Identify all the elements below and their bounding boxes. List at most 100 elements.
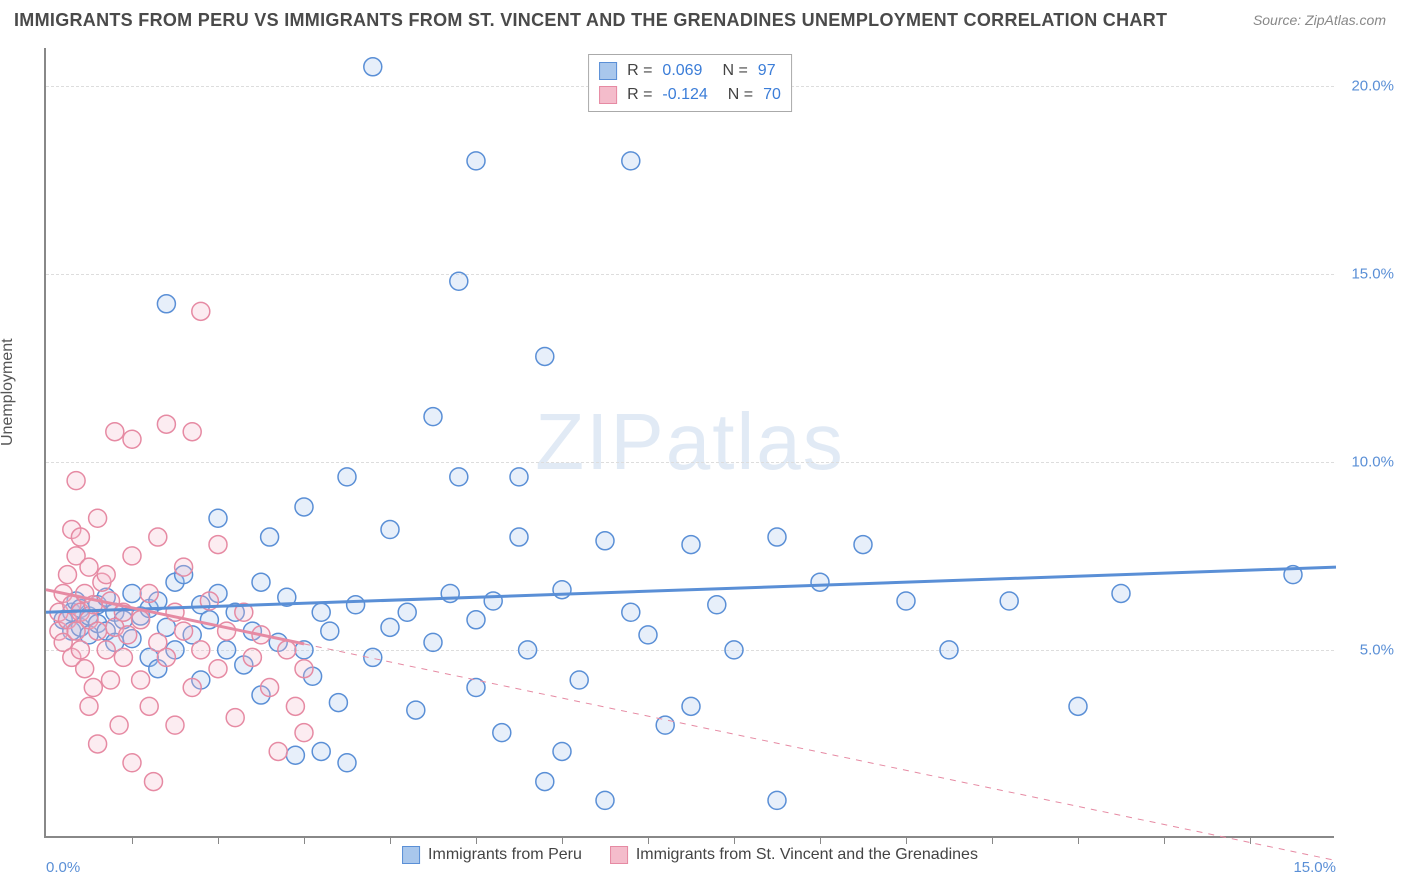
data-point bbox=[493, 724, 511, 742]
data-point bbox=[119, 626, 137, 644]
n-label: N = bbox=[722, 59, 747, 83]
x-tick bbox=[648, 836, 649, 844]
legend-stats-box: R =0.069N =97R =-0.124N =70 bbox=[588, 54, 792, 112]
x-tick bbox=[820, 836, 821, 844]
x-tick bbox=[1078, 836, 1079, 844]
data-point bbox=[407, 701, 425, 719]
r-label: R = bbox=[627, 59, 652, 83]
data-point bbox=[140, 584, 158, 602]
data-point bbox=[295, 498, 313, 516]
x-tick-label: 15.0% bbox=[1293, 859, 1336, 876]
legend-stats-row: R = -0.124 N = 70 bbox=[599, 83, 781, 107]
data-point bbox=[252, 573, 270, 591]
data-point bbox=[682, 697, 700, 715]
scatter-plot-svg bbox=[46, 48, 1334, 836]
legend-swatch bbox=[599, 86, 617, 104]
data-point bbox=[510, 528, 528, 546]
trend-line-svg-dashed bbox=[304, 644, 1336, 861]
data-point bbox=[424, 408, 442, 426]
x-tick bbox=[1164, 836, 1165, 844]
data-point bbox=[553, 581, 571, 599]
data-point bbox=[243, 648, 261, 666]
data-point bbox=[226, 709, 244, 727]
data-point bbox=[278, 641, 296, 659]
r-label: R = bbox=[627, 83, 652, 107]
x-tick bbox=[992, 836, 993, 844]
data-point bbox=[1112, 584, 1130, 602]
data-point bbox=[192, 302, 210, 320]
data-point bbox=[80, 697, 98, 715]
data-point bbox=[510, 468, 528, 486]
data-point bbox=[261, 528, 279, 546]
data-point bbox=[123, 754, 141, 772]
n-value: 97 bbox=[758, 59, 776, 83]
data-point bbox=[80, 558, 98, 576]
y-axis-label: Unemployment bbox=[0, 338, 17, 446]
data-point bbox=[622, 603, 640, 621]
data-point bbox=[536, 347, 554, 365]
data-point bbox=[1069, 697, 1087, 715]
data-point bbox=[59, 566, 77, 584]
data-point bbox=[381, 618, 399, 636]
data-point bbox=[102, 671, 120, 689]
data-point bbox=[97, 641, 115, 659]
r-value: 0.069 bbox=[662, 59, 702, 83]
x-tick bbox=[304, 836, 305, 844]
legend-item: Immigrants from Peru bbox=[402, 846, 582, 864]
chart-title: IMMIGRANTS FROM PERU VS IMMIGRANTS FROM … bbox=[14, 10, 1167, 31]
data-point bbox=[166, 716, 184, 734]
data-point bbox=[622, 152, 640, 170]
data-point bbox=[89, 509, 107, 527]
data-point bbox=[67, 472, 85, 490]
data-point bbox=[106, 423, 124, 441]
data-point bbox=[209, 509, 227, 527]
x-tick bbox=[132, 836, 133, 844]
x-tick bbox=[218, 836, 219, 844]
legend-swatch bbox=[610, 846, 628, 864]
data-point bbox=[295, 724, 313, 742]
legend-label: Immigrants from Peru bbox=[428, 846, 582, 864]
data-point bbox=[553, 742, 571, 760]
legend-item: Immigrants from St. Vincent and the Gren… bbox=[610, 846, 978, 864]
data-point bbox=[596, 532, 614, 550]
data-point bbox=[295, 660, 313, 678]
source-attribution: Source: ZipAtlas.com bbox=[1253, 12, 1386, 28]
data-point bbox=[71, 528, 89, 546]
data-point bbox=[89, 622, 107, 640]
data-point bbox=[398, 603, 416, 621]
data-point bbox=[140, 697, 158, 715]
n-value: 70 bbox=[763, 83, 781, 107]
data-point bbox=[157, 415, 175, 433]
n-label: N = bbox=[728, 83, 753, 107]
data-point bbox=[450, 468, 468, 486]
data-point bbox=[145, 773, 163, 791]
chart-plot-area: ZIPatlas 5.0%10.0%15.0%20.0%0.0%15.0% R … bbox=[44, 48, 1334, 838]
data-point bbox=[157, 648, 175, 666]
legend-stats-row: R = 0.069 N = 97 bbox=[599, 59, 781, 83]
data-point bbox=[76, 660, 94, 678]
data-point bbox=[708, 596, 726, 614]
data-point bbox=[110, 716, 128, 734]
data-point bbox=[183, 679, 201, 697]
r-value: -0.124 bbox=[662, 83, 707, 107]
x-tick-label: 0.0% bbox=[46, 859, 80, 876]
data-point bbox=[347, 596, 365, 614]
data-point bbox=[854, 536, 872, 554]
y-tick-label: 15.0% bbox=[1351, 265, 1394, 282]
data-point bbox=[682, 536, 700, 554]
legend-swatch bbox=[402, 846, 420, 864]
data-point bbox=[123, 584, 141, 602]
data-point bbox=[286, 746, 304, 764]
data-point bbox=[364, 58, 382, 76]
y-tick-label: 10.0% bbox=[1351, 453, 1394, 470]
data-point bbox=[209, 536, 227, 554]
data-point bbox=[639, 626, 657, 644]
data-point bbox=[269, 742, 287, 760]
data-point bbox=[218, 641, 236, 659]
data-point bbox=[570, 671, 588, 689]
data-point bbox=[192, 641, 210, 659]
data-point bbox=[114, 648, 132, 666]
data-point bbox=[132, 611, 150, 629]
data-point bbox=[321, 622, 339, 640]
legend-swatch bbox=[599, 62, 617, 80]
